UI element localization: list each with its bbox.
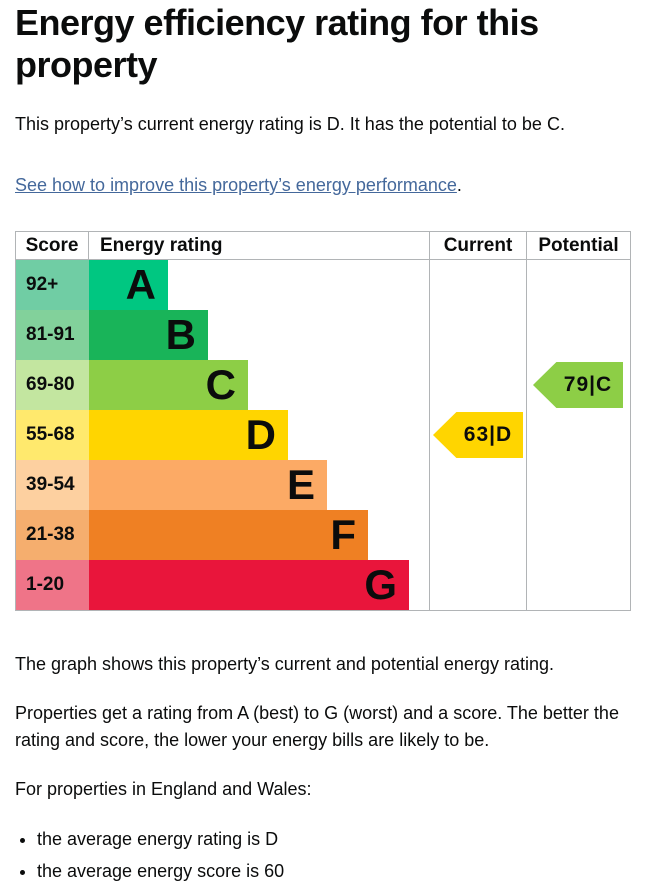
band-score-range-a: 92+ [16, 259, 89, 310]
band-bar-a: A [89, 259, 168, 310]
band-bar-d: D [89, 409, 288, 460]
band-row-b: 81-91 B [16, 309, 630, 360]
chart-body: 92+ A 81-91 B 69-80 C 55-68 D 39-54 E 21… [16, 259, 630, 610]
graph-description: The graph shows this property’s current … [15, 653, 554, 674]
england-wales-intro: For properties in England and Wales: [15, 778, 312, 799]
rating-explanation: Properties get a rating from A (best) to… [15, 702, 619, 750]
band-row-e: 39-54 E [16, 459, 630, 510]
band-score-range-g: 1-20 [16, 559, 89, 610]
band-bar-b: B [89, 309, 208, 360]
current-column-divider [429, 259, 430, 610]
potential-rating-label: 79|C [563, 372, 613, 396]
list-item: the average energy rating is D [37, 825, 637, 853]
band-letter-d: D [245, 410, 276, 458]
chart-header-row: Score Energy rating Current Potential [16, 231, 630, 260]
potential-column-divider [526, 259, 527, 610]
band-letter-c: C [205, 360, 236, 408]
current-rating-arrow: 63|D [433, 411, 523, 458]
band-bar-g: G [89, 559, 409, 610]
current-rating-label: 63|D [463, 422, 513, 446]
band-score-range-e: 39-54 [16, 459, 89, 510]
column-header-energy-rating: Energy rating [89, 231, 430, 259]
band-letter-f: F [330, 510, 356, 558]
band-letter-b: B [165, 310, 196, 358]
average-rating-list: the average energy rating is D the avera… [37, 825, 637, 885]
band-bar-f: F [89, 509, 368, 560]
band-letter-a: A [125, 260, 156, 308]
list-item: the average energy score is 60 [37, 857, 637, 885]
improve-performance-link[interactable]: See how to improve this property’s energ… [15, 174, 457, 195]
band-letter-g: G [364, 560, 397, 608]
band-bar-e: E [89, 459, 327, 510]
intro-text: This property’s current energy rating is… [15, 113, 565, 134]
band-score-range-f: 21-38 [16, 509, 89, 560]
column-header-potential: Potential [538, 234, 619, 256]
column-header-current: Current [430, 231, 527, 259]
band-row-f: 21-38 F [16, 509, 630, 560]
band-row-g: 1-20 G [16, 559, 630, 610]
band-row-d: 55-68 D [16, 409, 630, 460]
band-score-range-b: 81-91 [16, 309, 89, 360]
page-title: Energy efficiency rating for this proper… [15, 2, 539, 86]
band-score-range-c: 69-80 [16, 359, 89, 410]
band-bar-c: C [89, 359, 248, 410]
band-score-range-d: 55-68 [16, 409, 89, 460]
band-letter-e: E [286, 460, 315, 508]
energy-rating-chart: Score Energy rating Current Potential 92… [15, 230, 631, 611]
improve-link-line: See how to improve this property’s energ… [15, 172, 635, 199]
link-period: . [456, 174, 462, 195]
band-row-c: 69-80 C [16, 359, 630, 410]
column-header-score: Score [16, 231, 89, 259]
band-row-a: 92+ A [16, 259, 630, 310]
